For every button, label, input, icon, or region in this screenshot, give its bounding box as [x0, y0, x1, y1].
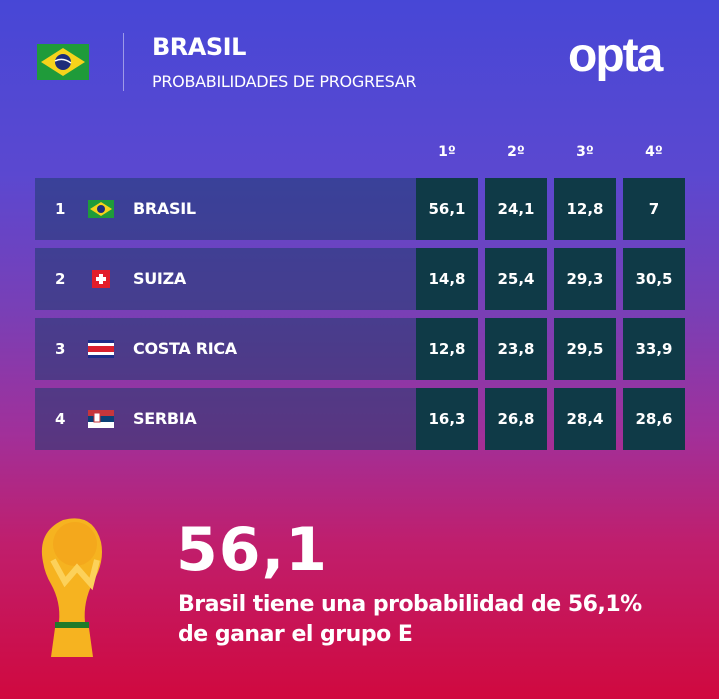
highlight-line-1: Brasil tiene una probabilidad de 56,1% [178, 592, 642, 617]
probability-cell-3: 28,4 [554, 388, 616, 450]
team-name: SERBIA [133, 409, 197, 428]
header-divider [123, 33, 124, 91]
probability-cell-4: 28,6 [623, 388, 685, 450]
brazil-flag-icon [37, 44, 89, 80]
world-cup-trophy-icon [41, 518, 102, 657]
highlight-description: Brasil tiene una probabilidad de 56,1% d… [178, 590, 642, 650]
switzerland-flag-icon [92, 270, 110, 288]
probability-cell-1: 56,1 [416, 178, 478, 240]
probability-cell-1: 12,8 [416, 318, 478, 380]
probability-cell-3: 29,3 [554, 248, 616, 310]
brazil-flag-icon [88, 200, 114, 218]
team-cell: 3 COSTA RICA [35, 318, 416, 380]
page-subtitle: PROBABILIDADES DE PROGRESAR [152, 72, 417, 91]
probability-cell-4: 33,9 [623, 318, 685, 380]
team-rank: 3 [55, 340, 66, 358]
probability-cell-2: 26,8 [485, 388, 547, 450]
probability-cell-2: 23,8 [485, 318, 547, 380]
costa-rica-flag-icon [88, 340, 114, 358]
team-name: COSTA RICA [133, 339, 237, 358]
highlight-value: 56,1 [176, 515, 329, 585]
team-cell: 1 BRASIL [35, 178, 416, 240]
probability-cell-4: 7 [623, 178, 685, 240]
column-header-3: 3º [576, 144, 594, 160]
column-header-2: 2º [507, 144, 525, 160]
probability-cell-1: 14,8 [416, 248, 478, 310]
column-header-4: 4º [645, 144, 663, 160]
serbia-flag-icon [88, 410, 114, 428]
table-row: 1 BRASIL 56,1 24,1 12,8 7 [35, 178, 685, 240]
team-name: SUIZA [133, 269, 186, 288]
table-row: 3 COSTA RICA 12,8 23,8 29,5 33,9 [35, 318, 685, 380]
team-cell: 2 SUIZA [35, 248, 416, 310]
team-rank: 4 [55, 410, 66, 428]
highlight-line-2: de ganar el grupo E [178, 622, 413, 647]
probability-cell-3: 12,8 [554, 178, 616, 240]
team-rank: 2 [55, 270, 66, 288]
probability-cell-1: 16,3 [416, 388, 478, 450]
table-row: 2 SUIZA 14,8 25,4 29,3 30,5 [35, 248, 685, 310]
table-row: 4 SERBIA 16,3 26,8 28,4 28,6 [35, 388, 685, 450]
page-title: BRASIL [152, 33, 246, 61]
team-cell: 4 SERBIA [35, 388, 416, 450]
probability-cell-2: 25,4 [485, 248, 547, 310]
probability-cell-3: 29,5 [554, 318, 616, 380]
column-header-1: 1º [438, 144, 456, 160]
team-rank: 1 [55, 200, 66, 218]
opta-logo: opta [568, 29, 663, 82]
probability-cell-2: 24,1 [485, 178, 547, 240]
probability-cell-4: 30,5 [623, 248, 685, 310]
team-name: BRASIL [133, 199, 196, 218]
